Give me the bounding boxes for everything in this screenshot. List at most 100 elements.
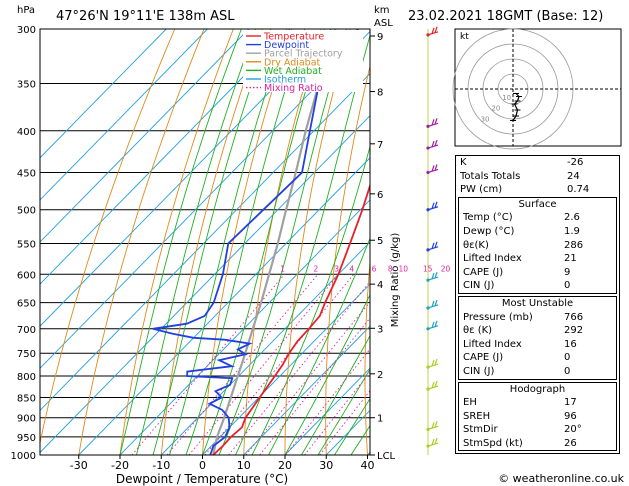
pressure-tick-label: 350	[17, 80, 36, 91]
surface-label: Temp (°C)	[463, 212, 513, 224]
wind-barb	[426, 421, 439, 431]
copyright-text: © weatheronline.co.uk	[498, 472, 624, 485]
most-unstable-rows: Pressure (mb) 766 θε (K) 292 Lifted Index 16 C…	[459, 311, 616, 379]
wet-adiabat-line	[284, 293, 370, 455]
wet-adiabat-line	[334, 397, 370, 455]
surface-value: 2.6	[564, 212, 580, 224]
temperature-line	[212, 182, 370, 455]
hodograph-ring-label: 20	[491, 105, 500, 113]
dewpoint-line	[152, 29, 359, 455]
surface-label: CAPE (J)	[463, 266, 504, 278]
wind-barb	[426, 139, 439, 150]
wet-adiabat-line	[317, 368, 370, 455]
most-unstable-row: θε (K) 292	[459, 324, 616, 338]
dry-adiabat-line	[243, 29, 322, 455]
most-unstable-value: 0	[564, 352, 571, 364]
mixing-ratio-label: 8	[388, 264, 393, 273]
km-tick-label: 7	[377, 140, 383, 151]
isotherm-line	[40, 29, 208, 201]
legend-entry: Isotherm	[264, 75, 306, 86]
km-tick-label: LCL	[377, 451, 396, 462]
temperature-tick-label: -20	[111, 459, 129, 472]
wet-adiabat-line	[235, 34, 370, 455]
legend-entry: Dry Adiabat	[264, 57, 321, 68]
wind-barb	[426, 320, 439, 331]
hodograph-ring-label: 30	[481, 115, 490, 123]
index-row: K -26	[456, 156, 619, 170]
surface-value: 0	[564, 280, 571, 292]
km-tick-label: 3	[377, 324, 383, 335]
isotherm-line	[243, 325, 370, 455]
mixing-ratio-line	[131, 273, 285, 455]
mixing-ratio-line	[259, 317, 370, 455]
wet-adiabat-line	[202, 29, 325, 455]
index-value: 0.74	[567, 184, 590, 196]
legend-box	[243, 30, 363, 92]
pressure-tick-label: 300	[17, 25, 36, 36]
hodograph-label: StmSpd (kt)	[463, 437, 523, 449]
chart-title-left: 47°26'N 19°11'E 138m ASL	[56, 9, 235, 24]
dry-adiabat-line	[78, 29, 205, 455]
pressure-tick-label: 400	[17, 127, 36, 138]
mixing-ratio-line	[245, 301, 370, 455]
index-label: K	[460, 157, 467, 168]
mixing-ratio-axis-label: Mixing Ratio (g/kg)	[390, 233, 401, 328]
most-unstable-value: 766	[564, 311, 584, 323]
wet-adiabat-line	[185, 29, 306, 455]
km-tick-label: 9	[377, 32, 383, 43]
most-unstable-row: Pressure (mb) 766	[459, 311, 616, 325]
temperature-tick-label: 30	[319, 459, 333, 472]
mixing-ratio-line	[228, 280, 370, 455]
most-unstable-row: CAPE (J) 0	[459, 351, 616, 365]
mixing-ratio-label: 10	[399, 264, 409, 273]
pressure-tick-label: 1000	[11, 451, 36, 462]
surface-value: 9	[564, 266, 571, 278]
wind-barb	[426, 26, 439, 37]
index-value: 24	[567, 170, 580, 182]
mixing-ratio-label: 2	[314, 264, 319, 273]
legend-entry: Dewpoint	[264, 40, 309, 51]
chart-title-right: 23.02.2021 18GMT (Base: 12)	[408, 9, 603, 24]
hodograph-label: StmDir	[463, 424, 498, 436]
most-unstable-value: 0	[564, 365, 571, 377]
km-tick-label: 8	[377, 88, 383, 99]
wet-adiabat-line	[301, 335, 370, 455]
most-unstable-label: θε (K)	[463, 325, 493, 337]
dry-adiabat-line	[403, 29, 438, 455]
temperature-tick-label: -10	[152, 459, 170, 472]
surface-rows: Temp (°C) 2.6 Dewp (°C) 1.9 θε(K) 286 Lifted I…	[459, 211, 616, 293]
pressure-tick-label: 500	[17, 206, 36, 217]
surface-row: Temp (°C) 2.6	[459, 211, 616, 225]
wind-barb	[426, 299, 439, 310]
index-value: -26	[567, 157, 584, 168]
y-axis-label-asl: ASL	[374, 18, 393, 29]
hodograph-label: EH	[463, 397, 477, 409]
most-unstable-title: Most Unstable	[501, 297, 574, 309]
mixing-ratio-line	[285, 348, 370, 455]
temperature-tick-label: -30	[70, 459, 88, 472]
surface-value: 21	[564, 253, 577, 265]
isotherm-line	[40, 29, 167, 159]
pressure-tick-label: 700	[17, 325, 36, 336]
hodograph-value: 26	[564, 437, 577, 449]
mixing-ratio-label: 3	[334, 264, 339, 273]
hodograph-value: 96	[564, 410, 577, 422]
pressure-tick-label: 800	[17, 372, 36, 383]
dry-adiabat-line	[364, 257, 370, 455]
pressure-tick-label: 600	[17, 270, 36, 281]
wet-adiabat-line	[251, 144, 370, 455]
mixing-ratio-label: 6	[372, 264, 377, 273]
legend-entry: Wet Adiabat	[264, 66, 322, 77]
dry-adiabat-line	[40, 29, 176, 446]
wind-barb	[426, 437, 439, 448]
hodograph-row: StmDir 20°	[459, 423, 616, 437]
isotherm-line	[202, 283, 370, 455]
km-tick-label: 2	[377, 370, 383, 381]
surface-title: Surface	[518, 198, 557, 210]
wet-adiabat-line	[169, 29, 288, 455]
mixing-ratio-line	[166, 273, 319, 455]
legend-entry: Parcel Trajectory	[264, 49, 343, 60]
dry-adiabat-line	[160, 29, 263, 455]
temperature-tick-label: 20	[278, 459, 292, 472]
index-label: PW (cm)	[460, 184, 503, 196]
